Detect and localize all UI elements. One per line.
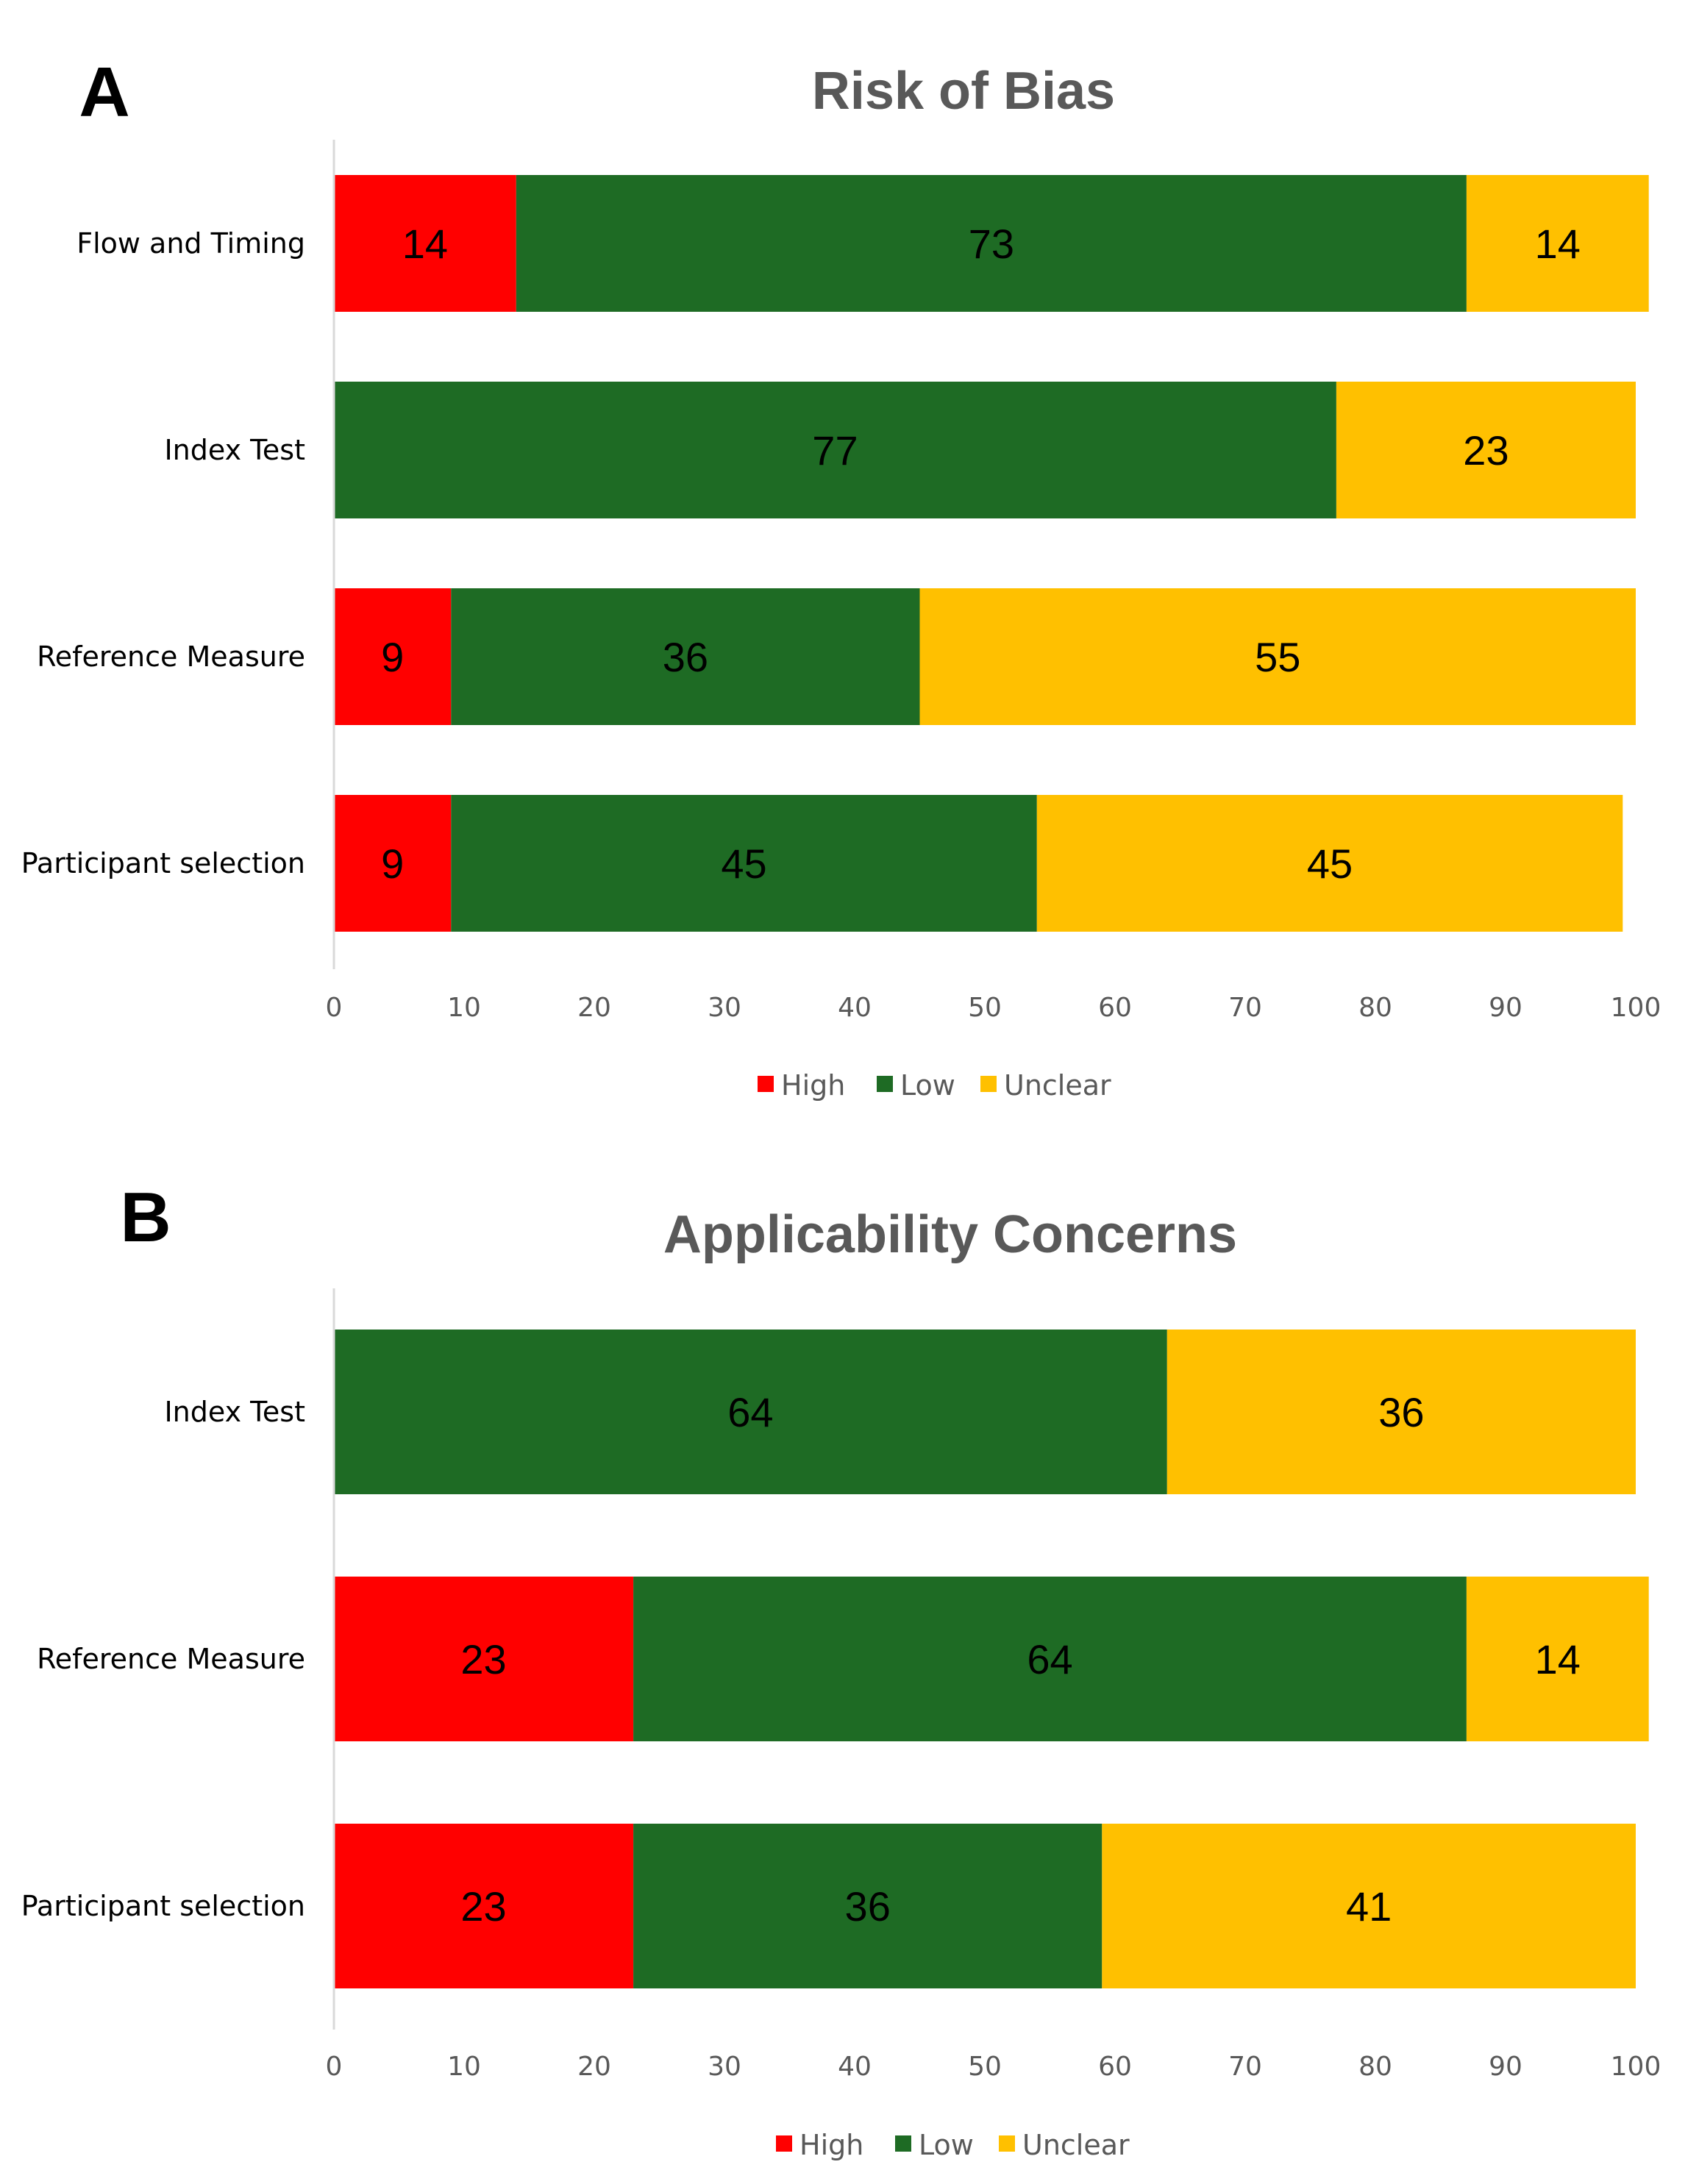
x-tick-label: 90: [1489, 993, 1522, 1023]
data-label-low-participant-selection: 36: [845, 1883, 891, 1930]
bar-unclear-index-test: [1336, 382, 1636, 518]
x-tick-label: 30: [708, 993, 741, 1023]
x-tick-label: 60: [1098, 2052, 1132, 2082]
data-label-high-participant-selection: 23: [460, 1883, 506, 1930]
bar-unclear-index-test: [1166, 1330, 1636, 1494]
data-label-unclear-index-test: 23: [1463, 427, 1509, 474]
data-label-unclear-reference-measure: 55: [1255, 634, 1300, 680]
x-tick-label: 0: [326, 993, 343, 1023]
legend-swatch-high: [758, 1076, 774, 1092]
data-label-low-index-test: 64: [727, 1389, 773, 1435]
bar-unclear-participant-selection: [1036, 795, 1623, 932]
x-tick-label: 90: [1489, 2052, 1522, 2082]
category-label-participant-selection: Participant selection: [21, 1890, 305, 1922]
data-label-low-reference-measure: 36: [663, 634, 708, 680]
x-tick-label: 100: [1611, 2052, 1661, 2082]
x-tick-label: 0: [326, 2052, 343, 2082]
legend-label-unclear: Unclear: [1004, 1069, 1111, 1102]
legend-label-high: High: [781, 1069, 845, 1102]
x-tick-label: 30: [708, 2052, 741, 2082]
bar-low-flow-and-timing: [516, 175, 1467, 312]
x-tick-label: 50: [968, 993, 1002, 1023]
x-tick-label: 20: [577, 2052, 611, 2082]
category-label-index-test: Index Test: [164, 1396, 305, 1428]
bar-high-participant-selection: [334, 795, 452, 932]
x-tick-label: 20: [577, 993, 611, 1023]
data-label-low-reference-measure: 64: [1027, 1636, 1072, 1682]
data-label-high-participant-selection: 9: [381, 841, 404, 887]
bar-unclear-reference-measure: [919, 588, 1636, 725]
legend-label-low: Low: [900, 1069, 955, 1102]
x-tick-label: 40: [838, 2052, 872, 2082]
legend-label-unclear: Unclear: [1022, 2129, 1130, 2161]
data-label-unclear-index-test: 36: [1378, 1389, 1424, 1435]
data-label-high-flow-and-timing: 14: [402, 221, 448, 267]
data-label-low-flow-and-timing: 73: [969, 221, 1014, 267]
chart-panel-a: A Risk of Bias Flow and Timing 14 73 14 Index …: [21, 53, 1661, 1102]
chart-title: Applicability Concerns: [663, 1205, 1237, 1264]
data-label-high-reference-measure: 9: [381, 634, 404, 680]
x-tick-label: 70: [1228, 2052, 1262, 2082]
category-label-index-test: Index Test: [164, 434, 305, 466]
bar-low-index-test: [334, 1330, 1167, 1494]
legend-label-high: High: [799, 2129, 863, 2161]
legend-swatch-low: [877, 1076, 893, 1092]
legend-swatch-unclear: [999, 2135, 1015, 2152]
category-label-reference-measure: Reference Measure: [37, 1643, 305, 1675]
x-tick-label: 60: [1098, 993, 1132, 1023]
legend-swatch-high: [776, 2135, 792, 2152]
legend: High Low Unclear: [776, 2129, 1130, 2161]
x-tick-label: 80: [1358, 2052, 1392, 2082]
bar-low-participant-selection: [451, 795, 1037, 932]
category-label-reference-measure: Reference Measure: [37, 640, 305, 673]
category-label-participant-selection: Participant selection: [21, 847, 305, 879]
x-tick-label: 10: [447, 993, 481, 1023]
bar-unclear-participant-selection: [1102, 1824, 1636, 1988]
bar-low-index-test: [334, 382, 1336, 518]
x-tick-label: 40: [838, 993, 872, 1023]
bar-unclear-flow-and-timing: [1466, 175, 1649, 312]
bar-low-reference-measure: [451, 588, 920, 725]
category-label-flow-and-timing: Flow and Timing: [76, 227, 305, 260]
panel-letter: A: [79, 53, 129, 132]
bar-high-flow-and-timing: [334, 175, 516, 312]
legend: High Low Unclear: [758, 1069, 1111, 1102]
legend-swatch-low: [895, 2135, 911, 2152]
x-tick-label: 50: [968, 2052, 1002, 2082]
panel-letter: B: [120, 1178, 171, 1257]
data-label-unclear-flow-and-timing: 14: [1535, 221, 1581, 267]
bar-high-reference-measure: [334, 588, 452, 725]
data-label-high-reference-measure: 23: [460, 1636, 506, 1682]
data-label-unclear-reference-measure: 14: [1535, 1636, 1581, 1682]
x-tick-label: 10: [447, 2052, 481, 2082]
bar-unclear-reference-measure: [1466, 1577, 1649, 1741]
legend-label-low: Low: [919, 2129, 974, 2161]
data-label-unclear-participant-selection: 41: [1346, 1883, 1392, 1930]
bar-low-reference-measure: [633, 1577, 1467, 1741]
data-label-low-index-test: 77: [812, 427, 858, 474]
x-tick-label: 100: [1611, 993, 1661, 1023]
legend-swatch-unclear: [980, 1076, 997, 1092]
data-label-low-participant-selection: 45: [721, 841, 766, 887]
bar-low-participant-selection: [633, 1824, 1103, 1988]
bar-high-reference-measure: [334, 1577, 634, 1741]
bar-high-participant-selection: [334, 1824, 634, 1988]
data-label-unclear-participant-selection: 45: [1307, 841, 1353, 887]
x-tick-label: 70: [1228, 993, 1262, 1023]
chart-panel-b: B Applicability Concerns Index Test 64 36 Ref…: [21, 1178, 1661, 2161]
chart-title: Risk of Bias: [812, 62, 1115, 121]
x-tick-label: 80: [1358, 993, 1392, 1023]
